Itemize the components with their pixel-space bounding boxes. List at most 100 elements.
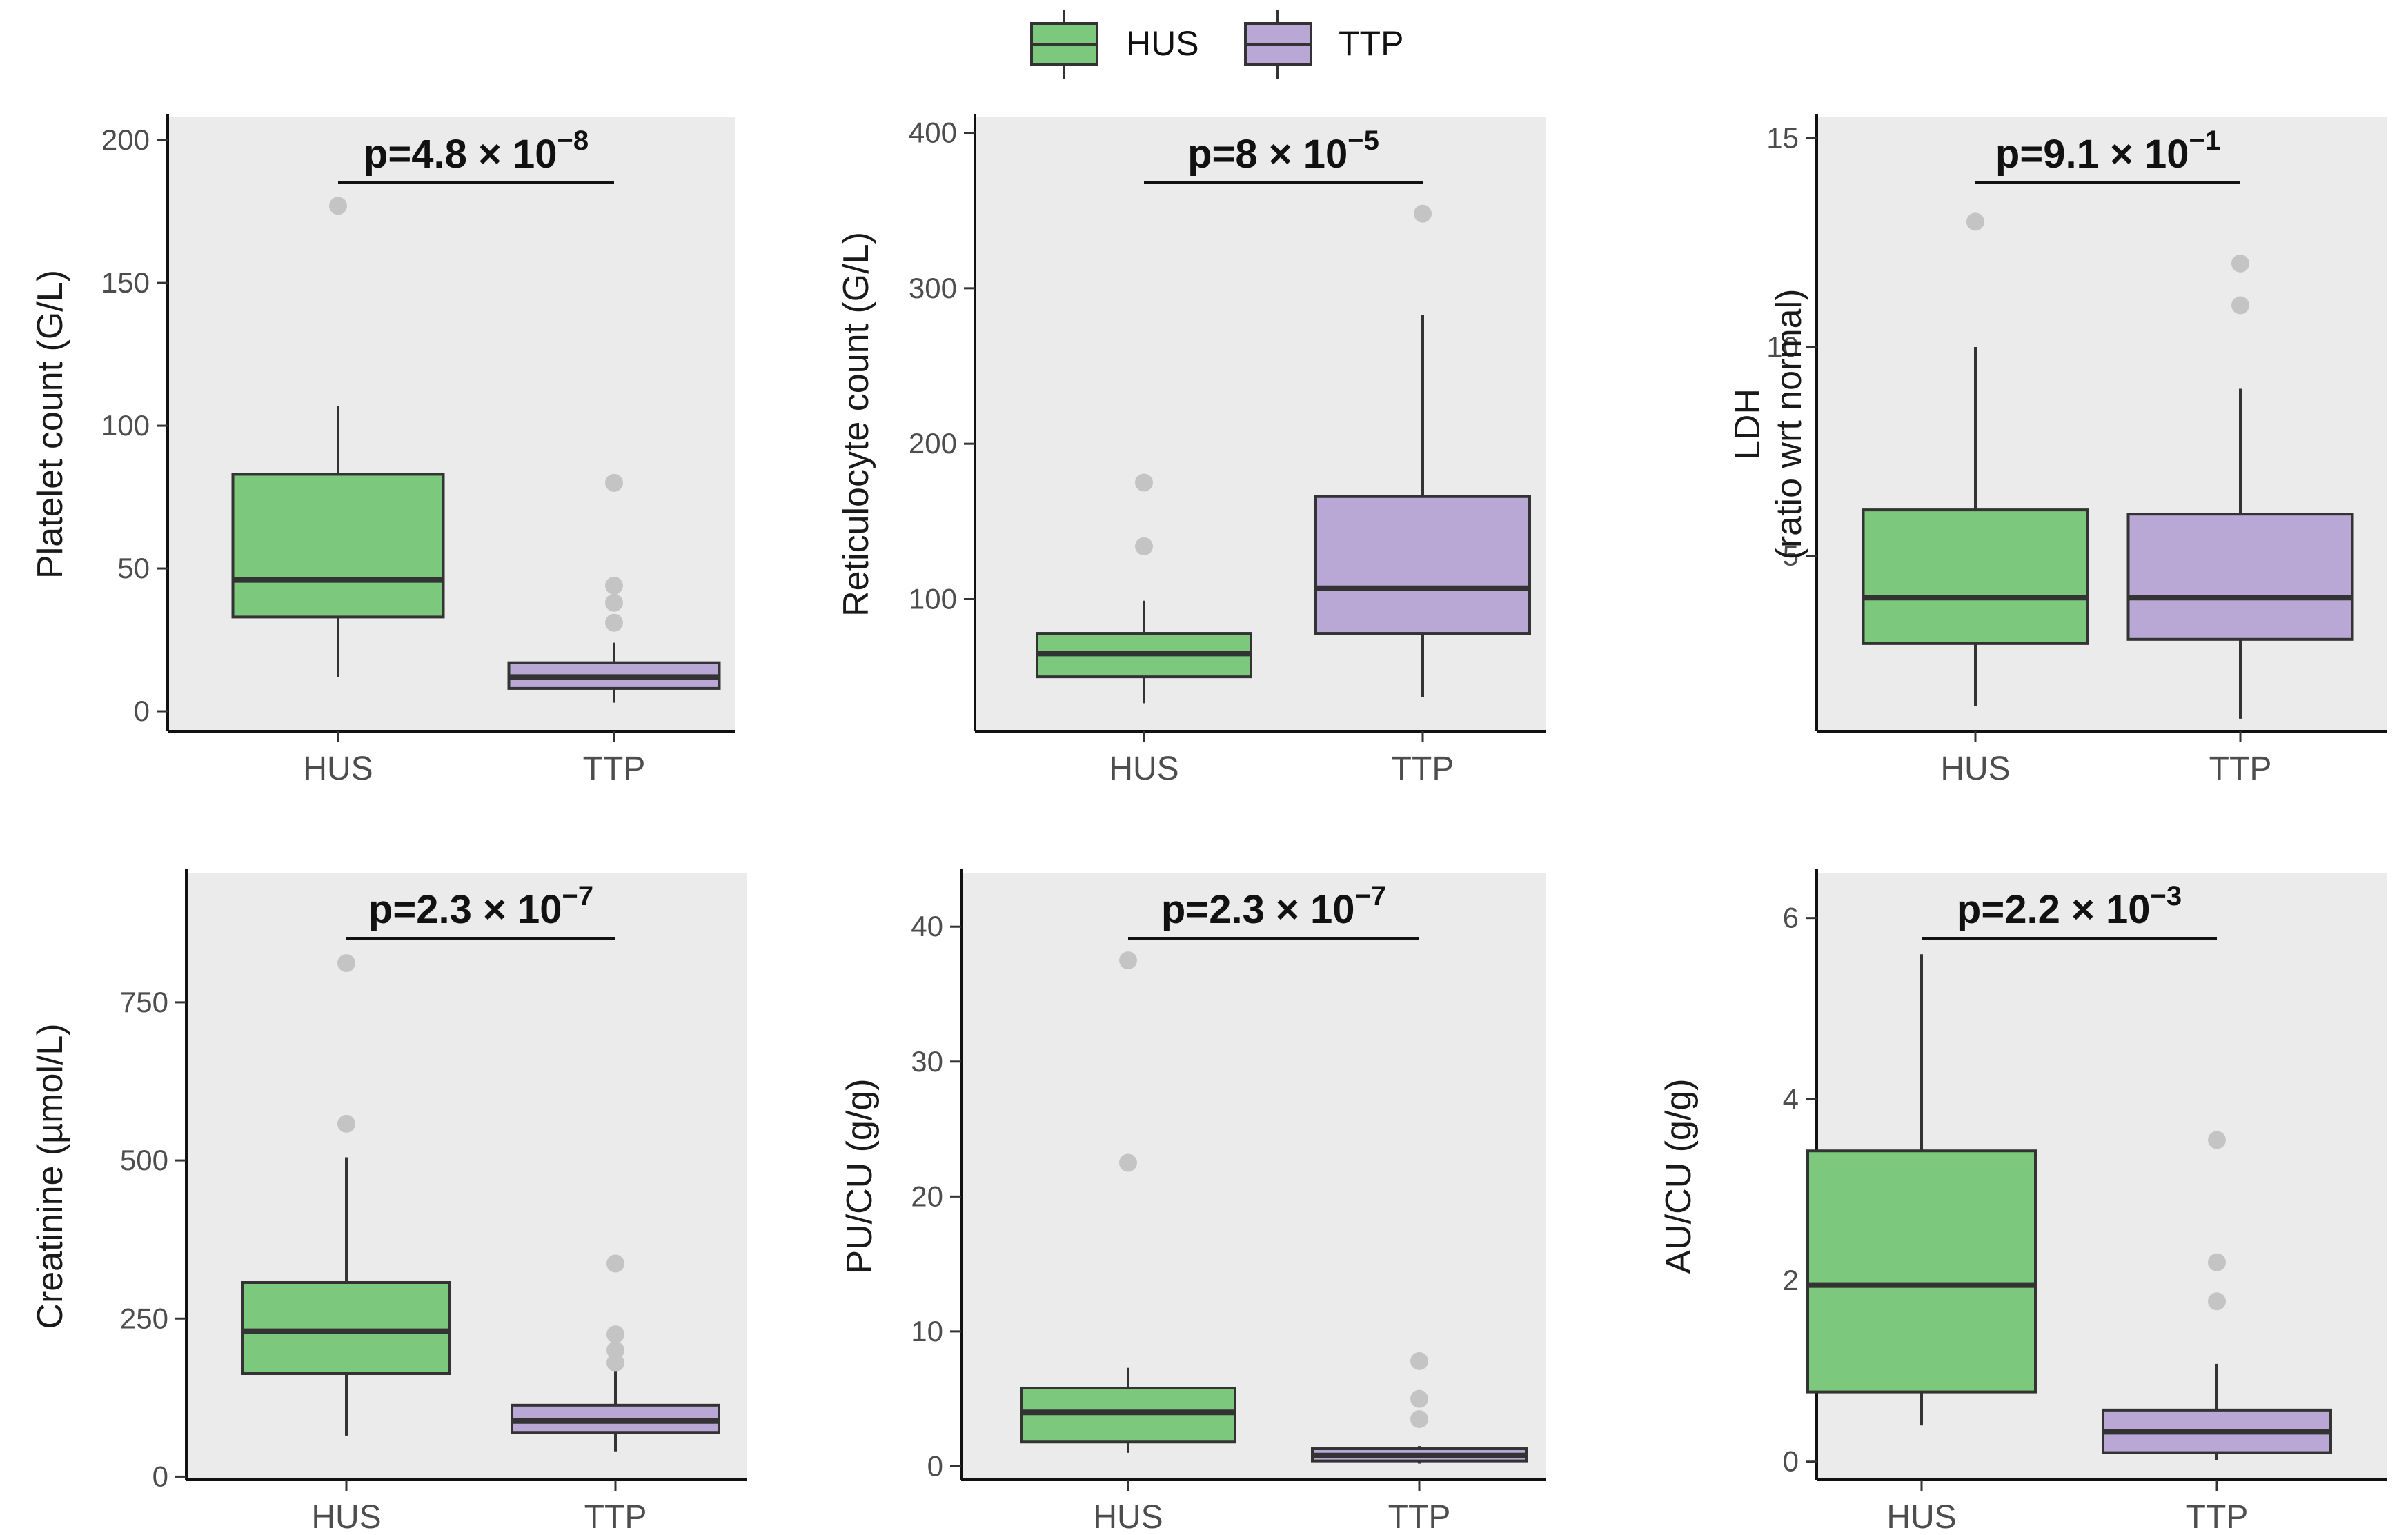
x-tick-label: HUS: [1886, 1499, 1956, 1535]
box-iqr: [1862, 508, 2089, 645]
box-iqr: [1314, 495, 1531, 635]
outlier-point: [329, 197, 347, 215]
x-tick-label: TTP: [584, 1499, 647, 1535]
y-axis-title: PU/CU (g/g): [840, 1078, 880, 1274]
x-tick-label: HUS: [303, 751, 373, 787]
y-tick-label: 6: [1783, 902, 1799, 934]
outlier-point: [1119, 1153, 1137, 1172]
outlier-point: [606, 1254, 624, 1273]
outlier-point: [2231, 254, 2249, 273]
outlier-point: [1966, 212, 1984, 231]
outlier-point: [1135, 537, 1153, 555]
y-tick-label: 20: [911, 1180, 943, 1212]
outlier-point: [2208, 1292, 2226, 1311]
y-axis-title: Platelet count (G/L): [30, 270, 70, 579]
box-ttp: [507, 473, 721, 703]
y-tick-label: 30: [911, 1045, 943, 1078]
x-tick-label: TTP: [583, 751, 646, 787]
box-ttp: [2102, 1131, 2332, 1460]
y-tick-label: 500: [120, 1144, 168, 1176]
y-tick-label: 100: [909, 582, 957, 615]
pvalue-label: p=2.2 × 10−3: [1957, 881, 2182, 932]
box-ttp: [1311, 1351, 1528, 1464]
outlier-point: [1414, 204, 1432, 223]
pvalue-label: p=4.8 × 10−8: [364, 126, 589, 177]
x-tick-label: HUS: [311, 1499, 381, 1535]
y-tick-label: 2: [1783, 1264, 1799, 1296]
legend-label-hus: HUS: [1126, 24, 1199, 63]
panel-6: 0 2 4 6 HUS TTP AU/CU (g/g) p=2.2 × 10−3: [1659, 869, 2387, 1535]
box-iqr: [231, 473, 445, 619]
panel-1: 0 50 100 150 200 HUS TTP Platelet count (G/L) p=…: [30, 114, 735, 787]
pvalue-label: p=8 × 10−5: [1187, 126, 1379, 177]
y-tick-label: 0: [134, 695, 150, 727]
outlier-point: [2208, 1131, 2226, 1149]
y-tick-label: 250: [120, 1302, 168, 1334]
x-tick-label: HUS: [1109, 751, 1178, 787]
outlier-point: [605, 593, 623, 612]
panel-4: 0 250 500 750 HUS TTP Creatinine (µmol/L) p=2.3…: [30, 869, 747, 1535]
y-tick-label: 750: [120, 986, 168, 1018]
box-hus: [1862, 212, 2089, 706]
y-tick-label: 10: [1766, 330, 1799, 363]
x-tick-label: TTP: [1388, 1499, 1451, 1535]
box-hus: [1036, 473, 1252, 704]
y-tick-label: 100: [101, 409, 150, 442]
pvalue-label: p=2.3 × 10−7: [368, 881, 593, 932]
box-hus: [231, 197, 445, 677]
box-ttp: [511, 1254, 720, 1452]
outlier-point: [337, 954, 355, 973]
panel-2: 100 200 300 400 HUS TTP Reticulocyte count (G/…: [836, 114, 1546, 787]
box-hus: [1806, 954, 2037, 1426]
y-tick-label: 10: [911, 1315, 943, 1347]
y-tick-label: 0: [152, 1460, 168, 1492]
y-tick-label: 0: [1783, 1445, 1799, 1478]
box-iqr: [1806, 1149, 2037, 1394]
box-hus: [1020, 951, 1236, 1453]
outlier-point: [2231, 296, 2249, 315]
outlier-point: [605, 576, 623, 595]
y-tick-label: 50: [117, 552, 150, 584]
outlier-point: [1410, 1351, 1428, 1370]
panel-background: [186, 873, 747, 1480]
x-tick-label: TTP: [2209, 751, 2272, 787]
y-tick-label: 0: [927, 1449, 943, 1482]
x-tick-label: HUS: [1940, 751, 2010, 787]
outlier-point: [605, 473, 623, 492]
outlier-point: [1135, 473, 1153, 492]
y-axis-title: Creatinine (µmol/L): [30, 1023, 70, 1329]
outlier-point: [1119, 951, 1137, 970]
box-hus: [241, 954, 451, 1436]
outlier-point: [2208, 1253, 2226, 1271]
legend-label-ttp: TTP: [1339, 24, 1403, 63]
y-axis-title-line2: (ratio wrt normal): [1769, 289, 1809, 560]
outlier-point: [606, 1354, 624, 1372]
pvalue-label: p=2.3 × 10−7: [1161, 881, 1386, 932]
x-tick-label: HUS: [1093, 1499, 1163, 1535]
outlier-point: [605, 613, 623, 632]
panel-background: [168, 117, 735, 731]
outlier-point: [1410, 1389, 1428, 1408]
y-tick-label: 200: [909, 427, 957, 459]
y-tick-label: 400: [909, 117, 957, 149]
box-ttp: [1314, 204, 1531, 697]
y-axis-title: LDH: [1728, 388, 1768, 460]
y-tick-label: 300: [909, 272, 957, 304]
y-axis-title: Reticulocyte count (G/L): [836, 232, 876, 617]
x-tick-label: TTP: [2186, 1499, 2249, 1535]
outlier-point: [606, 1341, 624, 1360]
y-tick-label: 15: [1766, 121, 1799, 154]
y-tick-label: 40: [911, 910, 943, 942]
outlier-point: [1410, 1410, 1428, 1428]
outlier-point: [337, 1114, 355, 1133]
box-ttp: [2126, 254, 2354, 719]
legend: HUS TTP: [1030, 10, 1403, 79]
y-tick-label: 4: [1783, 1082, 1799, 1115]
y-axis-title: AU/CU (g/g): [1659, 1078, 1699, 1274]
y-tick-label: 200: [101, 123, 150, 156]
panel-3: 5 10 15 HUS TTP LDH (ratio wrt normal) p=9.1 × …: [1728, 114, 2387, 787]
y-tick-label: 5: [1783, 539, 1799, 572]
panel-background: [961, 873, 1546, 1480]
x-tick-label: TTP: [1392, 751, 1454, 787]
